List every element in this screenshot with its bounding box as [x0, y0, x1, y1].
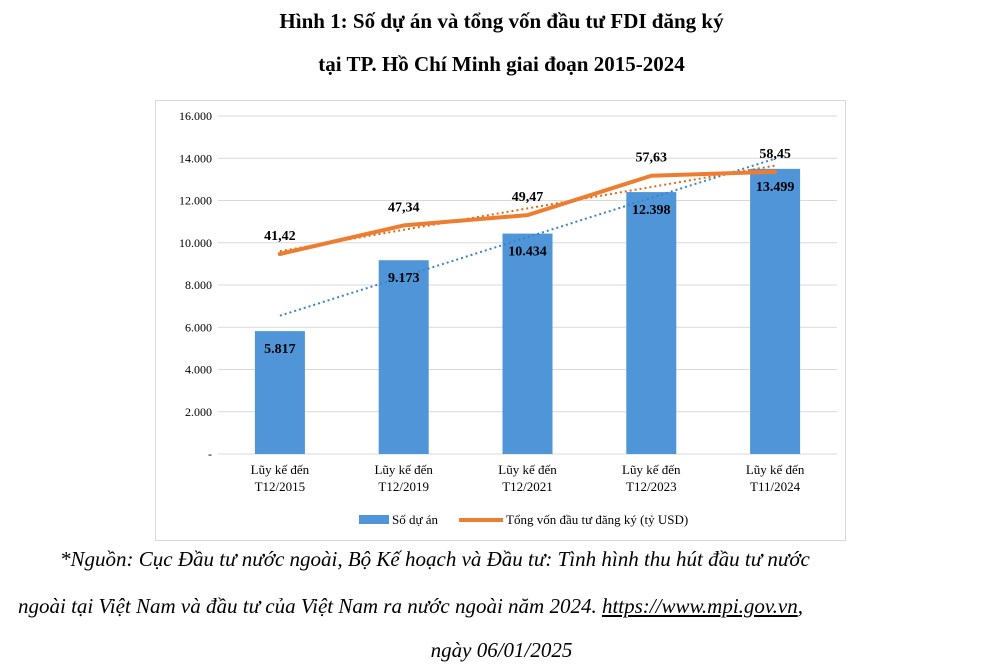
source-caption-comma: ,: [797, 594, 804, 618]
bar: [626, 192, 677, 454]
source-caption-date: ngày 06/01/2025: [430, 638, 573, 662]
line-data-label: 49,47: [512, 190, 544, 205]
bar: [750, 168, 801, 454]
line-data-label: 58,45: [759, 147, 791, 162]
category-label-line1: Lũy kế đến: [498, 462, 557, 477]
left-axis-tick-label: 8.000: [185, 278, 212, 292]
source-caption-line1: *Nguồn: Cục Đầu tư nước ngoài, Bộ Kế hoạ…: [60, 547, 810, 571]
bar: [378, 260, 429, 454]
bar-data-label: 10.434: [508, 245, 547, 260]
source-caption-line2: ngoài tại Việt Nam và đầu tư của Việt Na…: [18, 596, 803, 617]
chart-title-line1: Hình 1: Số dự án và tổng vốn đầu tư FDI …: [279, 9, 724, 33]
source-caption-text: ngoài tại Việt Nam và đầu tư của Việt Na…: [18, 594, 602, 618]
legend-bar-label: Số dự án: [392, 512, 439, 527]
legend-bar-swatch: [359, 515, 389, 524]
bar-data-label: 13.499: [756, 180, 795, 195]
left-axis-tick-label: 14.000: [179, 151, 212, 165]
legend-line-label: Tổng vốn đầu tư đăng ký (tỷ USD): [506, 512, 688, 527]
bar-data-label: 5.817: [264, 342, 296, 357]
line-data-label: 57,63: [636, 151, 668, 166]
category-label-line1: Lũy kế đến: [374, 462, 433, 477]
left-axis-tick-label: 16.000: [179, 109, 212, 123]
source-url-link[interactable]: https://www.mpi.gov.vn: [601, 594, 798, 618]
combo-chart: - 2.000 4.000 6.000 8.000 10.000 12.000 14.000 1…: [179, 109, 837, 527]
line-data-label: 47,34: [388, 200, 420, 215]
left-axis-tick-label: 12.000: [179, 194, 212, 208]
bar-trendline: [279, 157, 776, 317]
left-axis-tick-label: 6.000: [185, 320, 212, 334]
line-series: [277, 169, 778, 257]
line-trendline: [279, 164, 776, 253]
left-axis-tick-label: 10.000: [179, 236, 212, 250]
category-label-line2: T12/2019: [378, 479, 429, 494]
left-axis-tick-label: 2.000: [185, 405, 212, 419]
category-label-line2: T12/2015: [255, 479, 306, 494]
bar-data-label: 12.398: [632, 203, 671, 218]
category-label-line2: T11/2024: [750, 479, 801, 494]
chart-area: - 2.000 4.000 6.000 8.000 10.000 12.000 14.000 1…: [155, 100, 846, 541]
bar: [254, 331, 305, 454]
bar: [502, 233, 553, 454]
category-label-line2: T12/2021: [502, 479, 553, 494]
category-label-line2: T12/2023: [626, 479, 677, 494]
chart-title-line2: tại TP. Hồ Chí Minh giai đoạn 2015-2024: [318, 52, 685, 76]
line-data-label: 41,42: [264, 229, 296, 244]
left-axis-tick-label: 4.000: [185, 363, 212, 377]
left-axis-tick-label: -: [208, 447, 212, 461]
category-label-line1: Lũy kế đến: [622, 462, 681, 477]
category-label-line1: Lũy kế đến: [251, 462, 310, 477]
category-label-line1: Lũy kế đến: [746, 462, 805, 477]
bar-data-label: 9.173: [388, 271, 420, 286]
